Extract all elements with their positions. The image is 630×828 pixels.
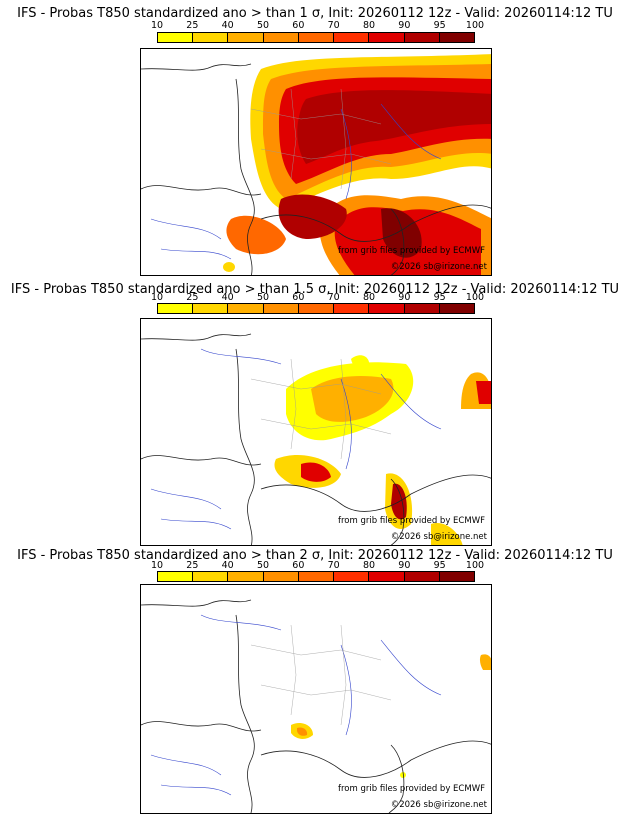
- colorbar: [157, 32, 475, 43]
- colorbar-tick-label: 40: [221, 292, 234, 303]
- admin-borders: [250, 88, 392, 190]
- colorbar-segment: [404, 572, 440, 581]
- coastlines: [141, 63, 491, 275]
- colorbar-ticks: 10 25 40 50 60 70 80 90 95 100: [0, 560, 630, 572]
- colorbar: [157, 571, 475, 582]
- colorbar-segment: [404, 304, 440, 313]
- colorbar-segment: [369, 304, 405, 313]
- data-source-credit: from grib files provided by ECMWF: [338, 516, 485, 526]
- colorbar-segment: [439, 304, 474, 313]
- colorbar-segment: [369, 33, 405, 42]
- colorbar-tick-label: 50: [256, 560, 270, 571]
- colorbar-segment: [228, 304, 264, 313]
- colorbar-segment: [369, 572, 405, 581]
- colorbar-tick-label: 90: [398, 560, 411, 571]
- colorbar-tick-label: 95: [433, 20, 446, 31]
- colorbar-tick-label: 25: [186, 292, 199, 303]
- colorbar-segment: [263, 304, 299, 313]
- colorbar-tick-label: 70: [327, 292, 340, 303]
- probability-map: from grib files provided by ECMWF ©2026 …: [140, 48, 492, 276]
- map-canvas: [141, 333, 491, 545]
- colorbar-tick-label: 90: [398, 292, 411, 303]
- colorbar-segment: [228, 33, 264, 42]
- copyright-credit: ©2026 sb@irizone.net: [390, 262, 487, 272]
- panel-title: IFS - Probas T850 standardized ano > tha…: [17, 6, 613, 21]
- colorbar-segment: [404, 33, 440, 42]
- colorbar-tick-label: 10: [150, 20, 164, 31]
- colorbar-tick-label: 10: [150, 560, 164, 571]
- colorbar-tick-label: 100: [465, 560, 485, 571]
- colorbar-segment: [158, 572, 194, 581]
- colorbar: [157, 303, 475, 314]
- colorbar-tick-label: 80: [362, 292, 376, 303]
- colorbar-tick-label: 80: [362, 560, 376, 571]
- colorbar-ticks: 10 25 40 50 60 70 80 90 95 100: [0, 292, 630, 304]
- colorbar-segment: [334, 33, 370, 42]
- probability-field: [223, 54, 491, 275]
- colorbar-tick-label: 100: [465, 20, 485, 31]
- colorbar-segment: [439, 572, 474, 581]
- colorbar-tick-label: 50: [256, 292, 270, 303]
- coastlines: [141, 599, 491, 813]
- colorbar-segment: [334, 304, 370, 313]
- rivers: [150, 614, 442, 796]
- probability-map: from grib files provided by ECMWF ©2026 …: [140, 318, 492, 546]
- panel-title: IFS - Probas T850 standardized ano > tha…: [10, 282, 620, 297]
- colorbar-segment: [439, 33, 474, 42]
- colorbar-tick-label: 40: [221, 560, 234, 571]
- colorbar-tick-label: 80: [362, 20, 376, 31]
- colorbar-segment: [298, 304, 335, 313]
- colorbar-tick-label: 100: [465, 292, 485, 303]
- colorbar-tick-label: 25: [186, 560, 199, 571]
- map-canvas: [141, 54, 491, 275]
- colorbar-segment: [263, 33, 299, 42]
- colorbar-tick-label: 70: [327, 560, 340, 571]
- colorbar-tick-label: 10: [150, 292, 164, 303]
- probability-map: from grib files provided by ECMWF ©2026 …: [140, 584, 492, 814]
- colorbar-tick-label: 60: [292, 560, 305, 571]
- colorbar-segment: [193, 304, 229, 313]
- colorbar-tick-label: 95: [433, 560, 446, 571]
- data-source-credit: from grib files provided by ECMWF: [338, 784, 485, 794]
- map-panel-1: IFS - Probas T850 standardized ano > tha…: [0, 0, 630, 276]
- map-panel-2: IFS - Probas T850 standardized ano > tha…: [0, 270, 630, 546]
- admin-borders: [250, 358, 392, 460]
- probability-field: [274, 355, 491, 545]
- colorbar-ticks: 10 25 40 50 60 70 80 90 95 100: [0, 20, 630, 32]
- map-panel-3: IFS - Probas T850 standardized ano > tha…: [0, 538, 630, 814]
- colorbar-segment: [334, 572, 370, 581]
- colorbar-segment: [193, 33, 229, 42]
- copyright-credit: ©2026 sb@irizone.net: [390, 532, 487, 542]
- colorbar-segment: [298, 33, 335, 42]
- colorbar-tick-label: 90: [398, 20, 411, 31]
- colorbar-segment: [228, 572, 264, 581]
- colorbar-tick-label: 95: [433, 292, 446, 303]
- colorbar-tick-label: 25: [186, 20, 199, 31]
- probability-field: [291, 654, 491, 778]
- copyright-credit: ©2026 sb@irizone.net: [390, 800, 487, 810]
- colorbar-tick-label: 60: [292, 292, 305, 303]
- colorbar-tick-label: 60: [292, 20, 305, 31]
- rivers: [150, 348, 442, 530]
- admin-borders: [250, 624, 392, 726]
- data-source-credit: from grib files provided by ECMWF: [338, 246, 485, 256]
- colorbar-segment: [263, 572, 299, 581]
- colorbar-tick-label: 70: [327, 20, 340, 31]
- map-canvas: [141, 599, 491, 813]
- colorbar-segment: [158, 33, 194, 42]
- colorbar-tick-label: 50: [256, 20, 270, 31]
- colorbar-tick-label: 40: [221, 20, 234, 31]
- colorbar-segment: [193, 572, 229, 581]
- colorbar-segment: [298, 572, 335, 581]
- coastlines: [141, 333, 491, 545]
- panel-title: IFS - Probas T850 standardized ano > tha…: [17, 548, 613, 563]
- colorbar-segment: [158, 304, 194, 313]
